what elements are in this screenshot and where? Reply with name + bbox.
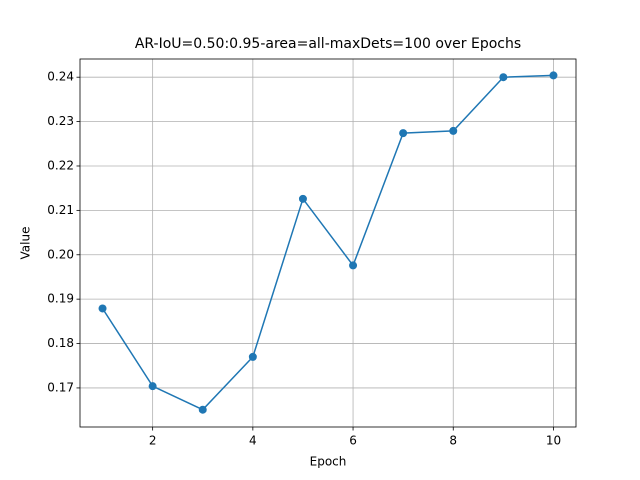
x-tick-label: 6 <box>349 434 357 448</box>
y-tick-label: 0.19 <box>47 292 74 306</box>
y-axis-label: Value <box>19 227 33 260</box>
marker <box>349 261 358 270</box>
y-tick-label: 0.20 <box>47 247 74 261</box>
plot-frame <box>79 58 577 428</box>
marker <box>549 71 558 80</box>
x-axis-label: Epoch <box>310 455 347 469</box>
x-tick-label: 8 <box>449 434 457 448</box>
y-tick-label: 0.21 <box>47 203 74 217</box>
line <box>101 74 554 411</box>
y-tick-label: 0.24 <box>47 70 74 84</box>
marker <box>248 352 257 361</box>
marker <box>298 194 307 203</box>
x-tick-label: 10 <box>546 434 561 448</box>
marker <box>198 405 207 414</box>
marker <box>98 304 107 313</box>
y-tick-label: 0.22 <box>47 158 74 172</box>
marker <box>449 126 458 135</box>
y-tick-label: 0.17 <box>47 380 74 394</box>
marker <box>148 382 157 391</box>
chart-title: AR-IoU=0.50:0.95-area=all-maxDets=100 ov… <box>135 36 521 52</box>
marker <box>399 129 408 138</box>
y-tick-label: 0.18 <box>47 336 74 350</box>
y-tick-label: 0.23 <box>47 114 74 128</box>
marker <box>499 73 508 82</box>
x-tick-label: 2 <box>149 434 157 448</box>
x-tick-label: 4 <box>249 434 257 448</box>
